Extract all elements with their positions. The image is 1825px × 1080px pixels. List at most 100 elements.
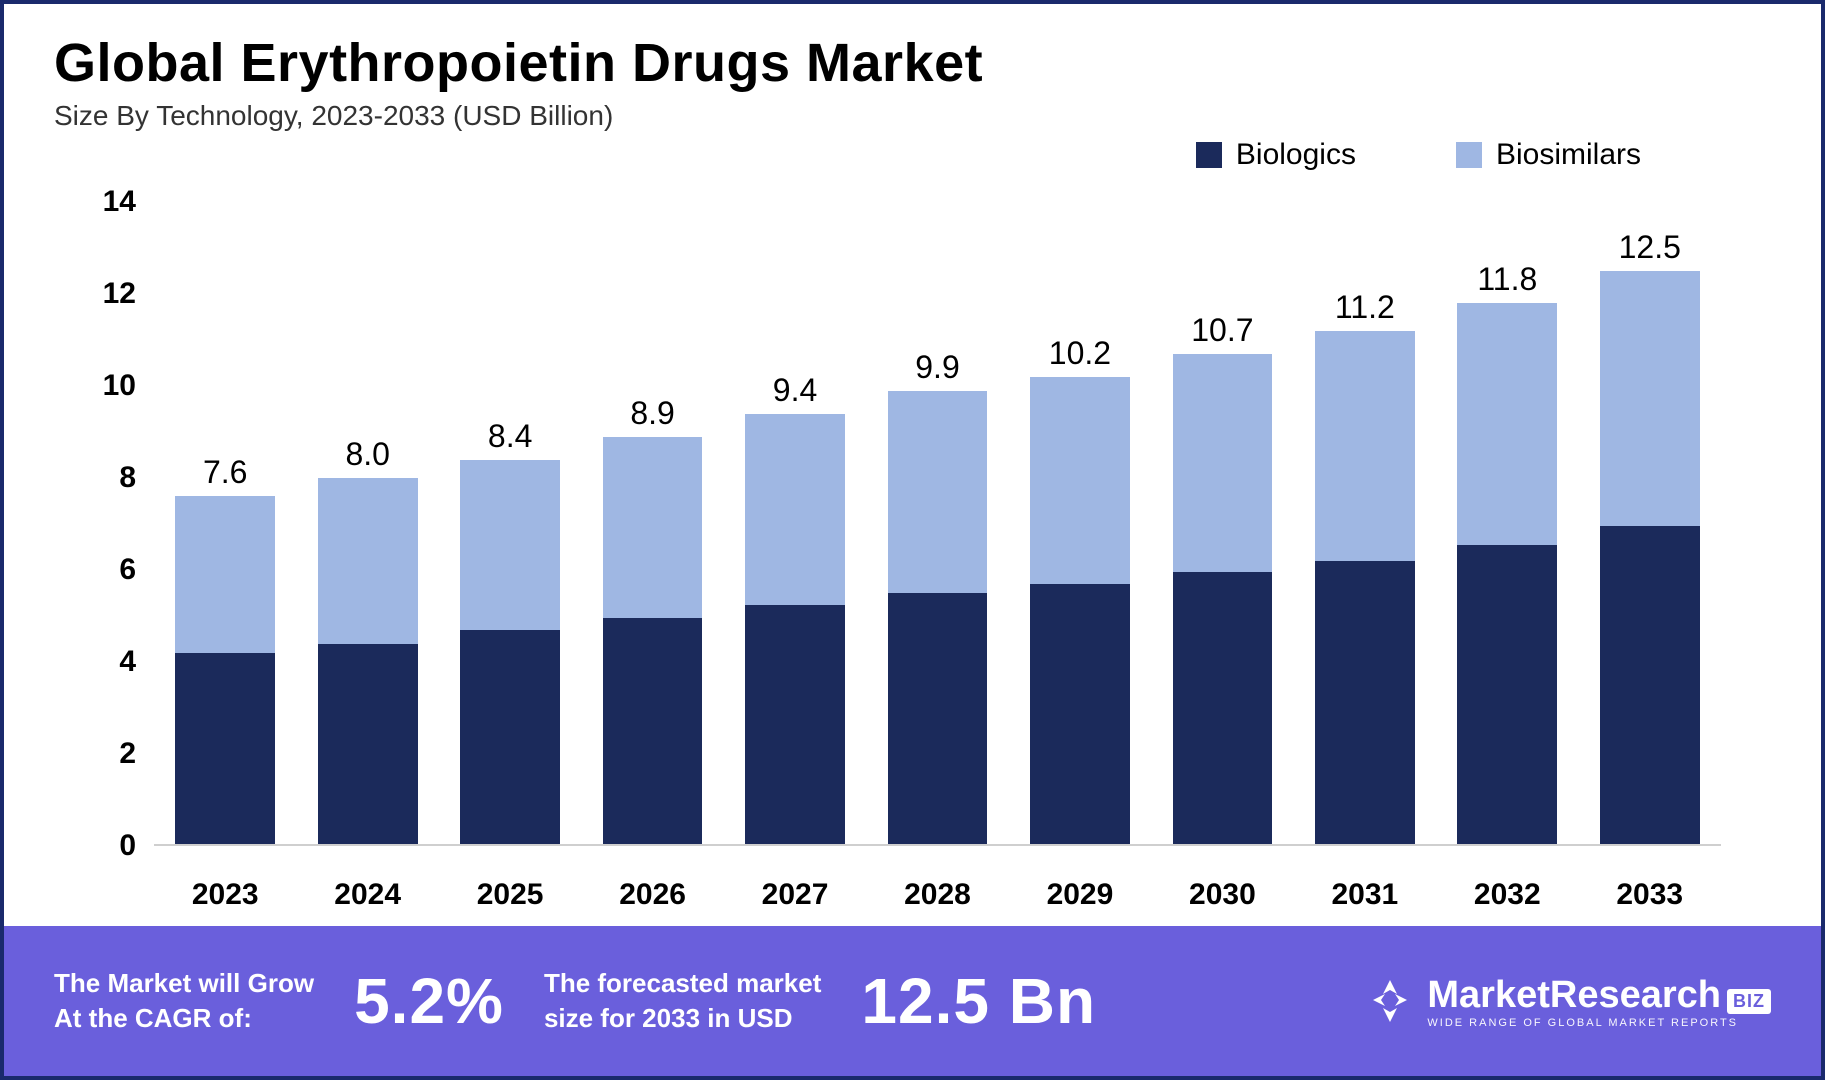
x-tick-label: 2024 (296, 856, 438, 926)
x-tick-label: 2030 (1151, 856, 1293, 926)
bar-value-label: 10.7 (1173, 312, 1273, 349)
stacked-bar: 10.7 (1173, 354, 1273, 846)
y-tick-label: 10 (103, 369, 136, 403)
x-baseline (154, 844, 1721, 846)
forecast-label: The forecasted marketsize for 2033 in US… (544, 966, 821, 1036)
legend-label: Biologics (1236, 138, 1356, 172)
bar-segment-biosimilars (1315, 331, 1415, 561)
bar-slot: 8.9 (581, 202, 723, 846)
bar-value-label: 12.5 (1600, 229, 1700, 266)
bar-slot: 9.4 (724, 202, 866, 846)
chart-title: Global Erythropoietin Drugs Market (54, 32, 1771, 94)
footer-banner: The Market will GrowAt the CAGR of: 5.2%… (4, 926, 1821, 1076)
bar-slot: 7.6 (154, 202, 296, 846)
bar-segment-biologics (1315, 561, 1415, 846)
stacked-bar: 7.6 (175, 496, 275, 846)
bar-value-label: 11.8 (1457, 261, 1557, 298)
x-axis: 2023202420252026202720282029203020312032… (154, 856, 1721, 926)
bar-segment-biologics (1030, 584, 1130, 846)
chart-frame: Global Erythropoietin Drugs Market Size … (0, 0, 1825, 1080)
bar-segment-biosimilars (1030, 377, 1130, 584)
legend-swatch (1456, 142, 1482, 168)
y-tick-label: 14 (103, 185, 136, 219)
bar-slot: 12.5 (1579, 202, 1721, 846)
y-tick-label: 12 (103, 277, 136, 311)
bar-slot: 8.4 (439, 202, 581, 846)
y-tick-label: 8 (119, 461, 136, 495)
stacked-bar: 11.8 (1457, 303, 1557, 846)
bar-segment-biologics (460, 630, 560, 846)
bar-segment-biosimilars (460, 460, 560, 630)
bar-segment-biosimilars (603, 437, 703, 619)
bar-segment-biosimilars (1457, 303, 1557, 544)
bar-slot: 11.8 (1436, 202, 1578, 846)
stacked-bar: 9.9 (888, 391, 988, 846)
x-tick-label: 2028 (866, 856, 1008, 926)
bar-value-label: 7.6 (175, 454, 275, 491)
brand-logo: MarketResearch BIZ WIDE RANGE OF GLOBAL … (1367, 974, 1771, 1029)
y-tick-label: 4 (119, 645, 136, 679)
cagr-value: 5.2% (354, 964, 504, 1038)
bar-segment-biosimilars (745, 414, 845, 605)
bar-slot: 10.2 (1009, 202, 1151, 846)
bar-segment-biologics (888, 593, 988, 846)
cagr-label: The Market will GrowAt the CAGR of: (54, 966, 314, 1036)
stacked-bar: 10.2 (1030, 377, 1130, 846)
legend: Biologics Biosimilars (4, 138, 1821, 172)
stacked-bar: 8.9 (603, 437, 703, 846)
x-tick-label: 2033 (1579, 856, 1721, 926)
stacked-bar: 11.2 (1315, 331, 1415, 846)
chart-area: 0 2 4 6 8 10 12 14 7.6 8.0 8.4 8.9 9.4 9.9 10.2 10.7 11… (4, 172, 1821, 926)
y-tick-label: 0 (119, 829, 136, 863)
brand-badge: BIZ (1727, 989, 1771, 1014)
stacked-bar: 9.4 (745, 414, 845, 846)
bar-value-label: 11.2 (1315, 289, 1415, 326)
bars-container: 7.6 8.0 8.4 8.9 9.4 9.9 10.2 10.7 11.2 11.8 12.5 (154, 202, 1721, 846)
bar-segment-biologics (1600, 526, 1700, 846)
bar-segment-biosimilars (1173, 354, 1273, 572)
x-tick-label: 2026 (581, 856, 723, 926)
legend-item: Biologics (1196, 138, 1356, 172)
bar-segment-biosimilars (1600, 271, 1700, 526)
bar-value-label: 9.9 (888, 349, 988, 386)
bar-slot: 9.9 (866, 202, 1008, 846)
brand-logo-icon (1367, 978, 1413, 1024)
bar-value-label: 8.0 (318, 436, 418, 473)
bar-value-label: 8.9 (603, 395, 703, 432)
chart-subtitle: Size By Technology, 2023-2033 (USD Billi… (54, 100, 1771, 132)
y-tick-label: 6 (119, 553, 136, 587)
brand-tagline: WIDE RANGE OF GLOBAL MARKET REPORTS (1427, 1017, 1738, 1029)
stacked-bar: 12.5 (1600, 271, 1700, 846)
bar-segment-biologics (1457, 545, 1557, 846)
legend-swatch (1196, 142, 1222, 168)
header: Global Erythropoietin Drugs Market Size … (4, 4, 1821, 144)
bar-segment-biologics (1173, 572, 1273, 846)
x-tick-label: 2031 (1294, 856, 1436, 926)
plot-area: 7.6 8.0 8.4 8.9 9.4 9.9 10.2 10.7 11.2 11.8 12.5 (154, 202, 1721, 846)
y-tick-label: 2 (119, 737, 136, 771)
y-axis: 02468101214 (64, 202, 154, 846)
bar-segment-biologics (745, 605, 845, 846)
x-tick-label: 2023 (154, 856, 296, 926)
bar-value-label: 9.4 (745, 372, 845, 409)
bar-segment-biosimilars (175, 496, 275, 652)
x-tick-label: 2032 (1436, 856, 1578, 926)
bar-slot: 10.7 (1151, 202, 1293, 846)
legend-item: Biosimilars (1456, 138, 1641, 172)
x-tick-label: 2029 (1009, 856, 1151, 926)
brand-name: MarketResearch (1427, 974, 1721, 1017)
stacked-bar: 8.4 (460, 460, 560, 846)
x-tick-label: 2027 (724, 856, 866, 926)
forecast-value: 12.5 Bn (861, 964, 1096, 1038)
stacked-bar: 8.0 (318, 478, 418, 846)
bar-slot: 11.2 (1294, 202, 1436, 846)
bar-value-label: 10.2 (1030, 335, 1130, 372)
bar-segment-biologics (603, 618, 703, 846)
x-tick-label: 2025 (439, 856, 581, 926)
bar-segment-biologics (318, 644, 418, 846)
bar-slot: 8.0 (296, 202, 438, 846)
legend-label: Biosimilars (1496, 138, 1641, 172)
bar-value-label: 8.4 (460, 418, 560, 455)
bar-segment-biosimilars (318, 478, 418, 644)
bar-segment-biologics (175, 653, 275, 846)
